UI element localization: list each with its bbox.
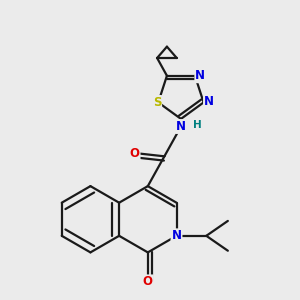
Text: N: N [172, 229, 182, 242]
Text: S: S [153, 96, 161, 109]
Text: N: N [204, 94, 214, 108]
Text: N: N [176, 120, 186, 133]
Text: N: N [195, 69, 205, 82]
Text: O: O [143, 275, 153, 288]
Text: O: O [130, 146, 140, 160]
Text: H: H [193, 120, 202, 130]
